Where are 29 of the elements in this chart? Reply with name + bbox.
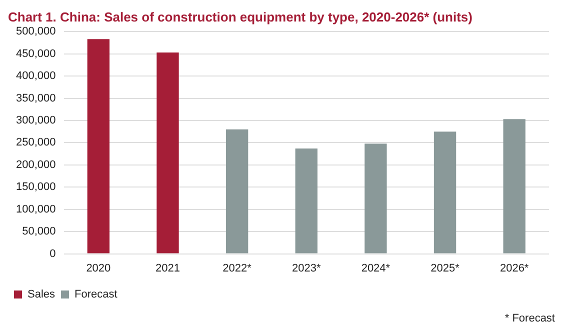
x-tick-label: 2021 [156,262,180,274]
y-tick-label: 100,000 [16,203,56,216]
legend-label: Sales [28,288,56,301]
y-tick-label: 150,000 [16,181,56,194]
bar [295,148,318,254]
x-tick-label: 2022* [222,262,252,274]
text: * Forecast [504,312,555,325]
bar [364,144,387,254]
x-tick-label: 2025* [430,262,460,274]
y-tick-label: 250,000 [16,136,56,149]
x-tick-label: 2026* [500,262,530,274]
bar [503,119,526,254]
y-tick-label: 450,000 [16,48,56,60]
chart-title: Chart 1. China: Sales of construction equipment by type, 2020-2026* (units) [8,9,472,24]
y-tick-label: 300,000 [16,114,56,127]
x-tick-label: 2020 [86,262,111,274]
bar [87,39,110,254]
legend-label: Forecast [74,288,118,301]
bar [156,52,179,254]
x-tick-label: 2024* [361,262,391,274]
bar [434,132,456,254]
y-tick-label: 200,000 [16,158,56,171]
y-tick-label: 50,000 [22,226,56,238]
y-tick-label: 500,000 [16,26,56,38]
bar [226,129,248,254]
y-tick-label: 400,000 [16,70,56,82]
y-tick-label: 350,000 [16,92,56,104]
x-tick-label: 2023* [292,262,322,274]
y-tick-label: 0 [50,248,56,260]
